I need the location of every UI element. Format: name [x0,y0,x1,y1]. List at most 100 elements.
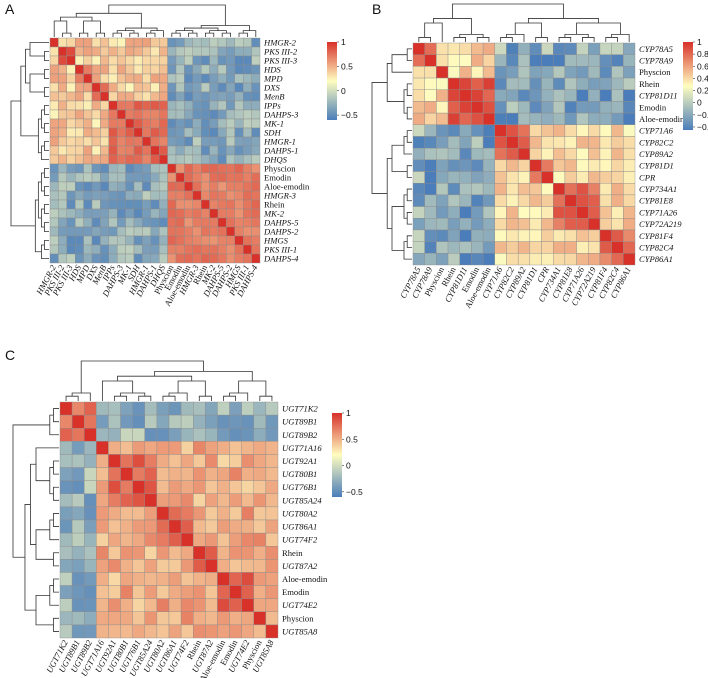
heatmap-cell [200,64,210,75]
heatmap-cell [192,55,202,66]
heatmap-cell [447,147,460,161]
heatmap-cell [193,401,206,416]
row-dendrogram-branch [406,165,412,178]
heatmap-cell [184,172,193,183]
heatmap-cell [436,206,449,219]
heatmap-cell [142,226,151,237]
heatmap-cell [217,253,227,264]
row-label: CYP734A1 [639,184,677,194]
heatmap-cell [156,572,170,586]
heatmap-cell [424,124,437,137]
heatmap-cell [74,109,84,120]
heatmap-cell [158,172,168,183]
heatmap-cell [482,229,495,242]
heatmap-cell [96,467,109,481]
heatmap-cell [184,73,193,84]
heatmap-cell [482,112,495,125]
heatmap-cell [588,183,601,196]
heatmap-cell [150,82,160,93]
heatmap-cell [506,66,519,79]
heatmap-cell [91,217,101,228]
heatmap-cell [150,46,160,57]
row-dendrogram-branch [44,105,49,115]
heatmap-cell [180,467,194,481]
heatmap-cell [59,559,73,573]
heatmap-cell [599,42,612,55]
heatmap-cell [265,572,279,586]
heatmap-cell [217,181,227,192]
heatmap-cell [482,77,495,90]
heatmap-cell [623,112,636,125]
heatmap-cell [167,145,177,156]
heatmap-cell [96,414,109,429]
column-dendrogram-branch [433,18,472,35]
heatmap-cell [217,172,227,183]
heatmap-cell [529,54,542,67]
heatmap-cell [150,109,160,120]
heatmap-cell [144,493,158,508]
heatmap-cell [265,598,279,612]
heatmap-cell [623,42,636,55]
row-label: UGT74F2 [282,535,318,545]
heatmap-cell [506,206,519,219]
heatmap-cell [158,64,168,75]
heatmap-cell [84,546,97,560]
heatmap-cell [184,64,193,75]
column-dendrogram-branch [223,395,237,401]
heatmap-cell [447,253,460,266]
column-dendrogram-branch [177,380,206,397]
heatmap-cell [175,244,185,255]
heatmap-cell [217,572,230,586]
heatmap-cell [251,163,261,174]
heatmap-cell [125,253,135,264]
heatmap-panel-b: BCYP78A5CYP78A9PhyscionRheinCYP81D11Emod… [371,1,708,310]
heatmap-cell [424,54,437,67]
heatmap-cell [471,89,484,102]
heatmap-cell [494,112,507,125]
row-label: HMGR-3 [263,191,296,201]
heatmap-cell [205,454,218,468]
heatmap-cell [74,100,84,111]
heatmap-cell [251,226,261,237]
heatmap-cell [71,467,85,481]
heatmap-cell [447,66,460,79]
heatmap-cell [59,480,73,494]
heatmap-cell [175,118,185,129]
heatmap-cell [167,208,177,219]
heatmap-cell [100,73,110,84]
heatmap-cell [175,199,185,210]
heatmap-cell [156,611,170,626]
panel-label: C [5,347,15,363]
heatmap-cell [125,46,135,57]
heatmap-cell [96,611,109,626]
row-dendrogram-branch [44,186,49,196]
heatmap-cell [412,77,425,90]
heatmap-cell [623,253,636,266]
heatmap-cell [200,118,210,129]
heatmap-cell [49,73,59,84]
heatmap-cell [588,89,601,102]
heatmap-cell [436,42,449,55]
heatmap-cell [83,208,93,219]
heatmap-cell [494,54,507,67]
heatmap-cell [209,73,219,84]
heatmap-cell [541,42,554,55]
row-label: Emodin [282,587,310,597]
heatmap-cell [242,91,252,102]
heatmap-cell [517,89,531,102]
heatmap-cell [116,136,126,147]
heatmap-cell [91,127,101,138]
heatmap-cell [49,217,59,228]
heatmap-cell [588,112,601,125]
heatmap-cell [84,493,97,508]
heatmap-cell [150,199,160,210]
column-dendrogram-branch [238,32,248,37]
heatmap-cell [506,112,519,125]
heatmap-cell [494,218,507,231]
heatmap-cell [84,401,97,416]
heatmap-cell [205,624,218,639]
heatmap-cell [251,154,261,165]
heatmap-cell [184,181,193,192]
heatmap-cell [412,194,425,207]
row-label: DAHPS-1 [263,146,298,156]
